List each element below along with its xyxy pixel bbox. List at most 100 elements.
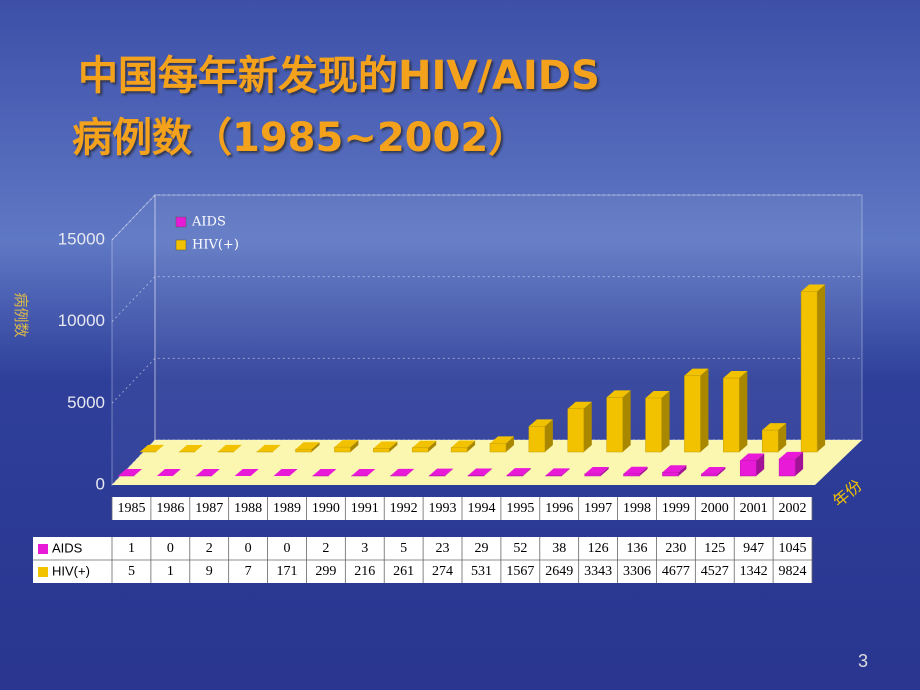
table-value: 9824 xyxy=(779,564,807,579)
x-tick-label: 1995 xyxy=(506,501,534,516)
y-tick-label: 5000 xyxy=(67,393,105,412)
bar-top xyxy=(273,469,298,476)
bar xyxy=(584,473,601,477)
table-row-label: HIV(+) xyxy=(52,563,90,578)
x-tick-label: 1989 xyxy=(273,501,301,516)
bar-top xyxy=(451,440,476,448)
grid-line xyxy=(111,194,862,241)
x-tick-label: 1988 xyxy=(234,501,262,516)
bar-top xyxy=(645,391,670,399)
grid-line xyxy=(111,357,862,404)
bar-side xyxy=(156,444,164,452)
slide-title: 病例数（1985~2002） xyxy=(72,115,528,161)
y-tick-label: 10000 xyxy=(58,311,105,330)
bar-side xyxy=(350,440,359,452)
bar xyxy=(528,426,546,453)
x-tick-label: 1994 xyxy=(467,501,495,516)
bar-top xyxy=(178,444,203,452)
bar-side xyxy=(700,368,709,452)
y-tick-label: 0 xyxy=(96,474,105,493)
bar-top xyxy=(412,440,437,448)
bar xyxy=(662,471,679,477)
bar-top xyxy=(373,441,398,449)
bar-side xyxy=(522,468,531,476)
legend-swatch xyxy=(175,216,187,228)
table-value: 23 xyxy=(436,541,450,556)
bar-side xyxy=(367,468,376,476)
bar-side xyxy=(506,436,514,452)
table-legend-swatch xyxy=(38,544,48,554)
bar-top xyxy=(351,468,376,476)
x-tick-label: 1990 xyxy=(312,501,340,516)
bar-top xyxy=(156,469,181,476)
bar-top xyxy=(312,468,337,476)
x-tick-label: 2000 xyxy=(701,501,729,516)
x-tick-label: 2002 xyxy=(779,501,807,516)
bar-top xyxy=(118,468,142,476)
table-value: 4677 xyxy=(662,564,690,579)
table-value: 230 xyxy=(665,541,686,556)
table-value: 3 xyxy=(361,541,368,556)
bar xyxy=(334,446,351,453)
bar-side xyxy=(311,442,320,452)
table-value: 216 xyxy=(354,564,375,579)
bar-side xyxy=(445,468,454,476)
table-value: 2 xyxy=(206,541,213,556)
table-row-label: AIDS xyxy=(52,540,83,555)
table-value: 0 xyxy=(245,541,252,556)
x-tick-label: 1985 xyxy=(117,501,145,516)
bar-top xyxy=(662,465,687,473)
bar-side xyxy=(328,468,337,476)
bar xyxy=(567,408,585,453)
bar-side xyxy=(211,468,220,476)
x-tick-label: 1993 xyxy=(429,501,457,516)
bar-side xyxy=(600,466,609,476)
y-tick-label: 15000 xyxy=(58,229,105,248)
bar-side xyxy=(739,371,748,452)
x-tick-label: 1987 xyxy=(195,501,223,516)
back-wall xyxy=(154,194,863,441)
x-tick-label: 1998 xyxy=(623,501,651,516)
table-value: 125 xyxy=(704,541,725,556)
table-value: 29 xyxy=(474,541,488,556)
bar-top xyxy=(567,401,592,409)
legend-label: HIV(+) xyxy=(192,238,239,253)
bar-side xyxy=(756,453,765,476)
x-tick-label: 1996 xyxy=(545,501,573,516)
bar-top xyxy=(762,423,787,431)
table-value: 947 xyxy=(743,541,764,556)
bar xyxy=(545,475,563,477)
bar xyxy=(373,448,390,453)
bar-top xyxy=(779,451,804,459)
page-number: 3 xyxy=(858,651,868,671)
table-value: 0 xyxy=(284,541,291,556)
y-axis-label: 病例数 xyxy=(12,292,30,337)
table-value: 1 xyxy=(167,564,174,579)
bar xyxy=(645,397,662,453)
bar xyxy=(739,460,757,477)
bar-top xyxy=(468,468,492,476)
bar-top xyxy=(140,444,164,452)
table-value: 9 xyxy=(206,564,213,579)
legend-swatch xyxy=(175,239,187,251)
table-value: 0 xyxy=(167,541,174,556)
table-value: 5 xyxy=(128,564,135,579)
bar xyxy=(411,447,429,453)
bar-top xyxy=(545,468,570,476)
x-tick-label: 1992 xyxy=(390,501,418,516)
table-value: 38 xyxy=(552,541,566,556)
bar-top xyxy=(623,466,648,474)
bar-side xyxy=(639,466,648,476)
table-value: 4527 xyxy=(701,564,729,579)
bar-top xyxy=(606,390,631,398)
bar-top xyxy=(740,453,765,461)
bar-top xyxy=(801,284,826,292)
bar-top xyxy=(256,444,281,452)
bar-side xyxy=(272,444,281,452)
bar xyxy=(295,448,312,453)
table-value: 5 xyxy=(400,541,407,556)
bar xyxy=(450,447,468,453)
bar-side xyxy=(817,284,826,452)
bar-side xyxy=(622,390,631,452)
bar-top xyxy=(234,469,259,476)
